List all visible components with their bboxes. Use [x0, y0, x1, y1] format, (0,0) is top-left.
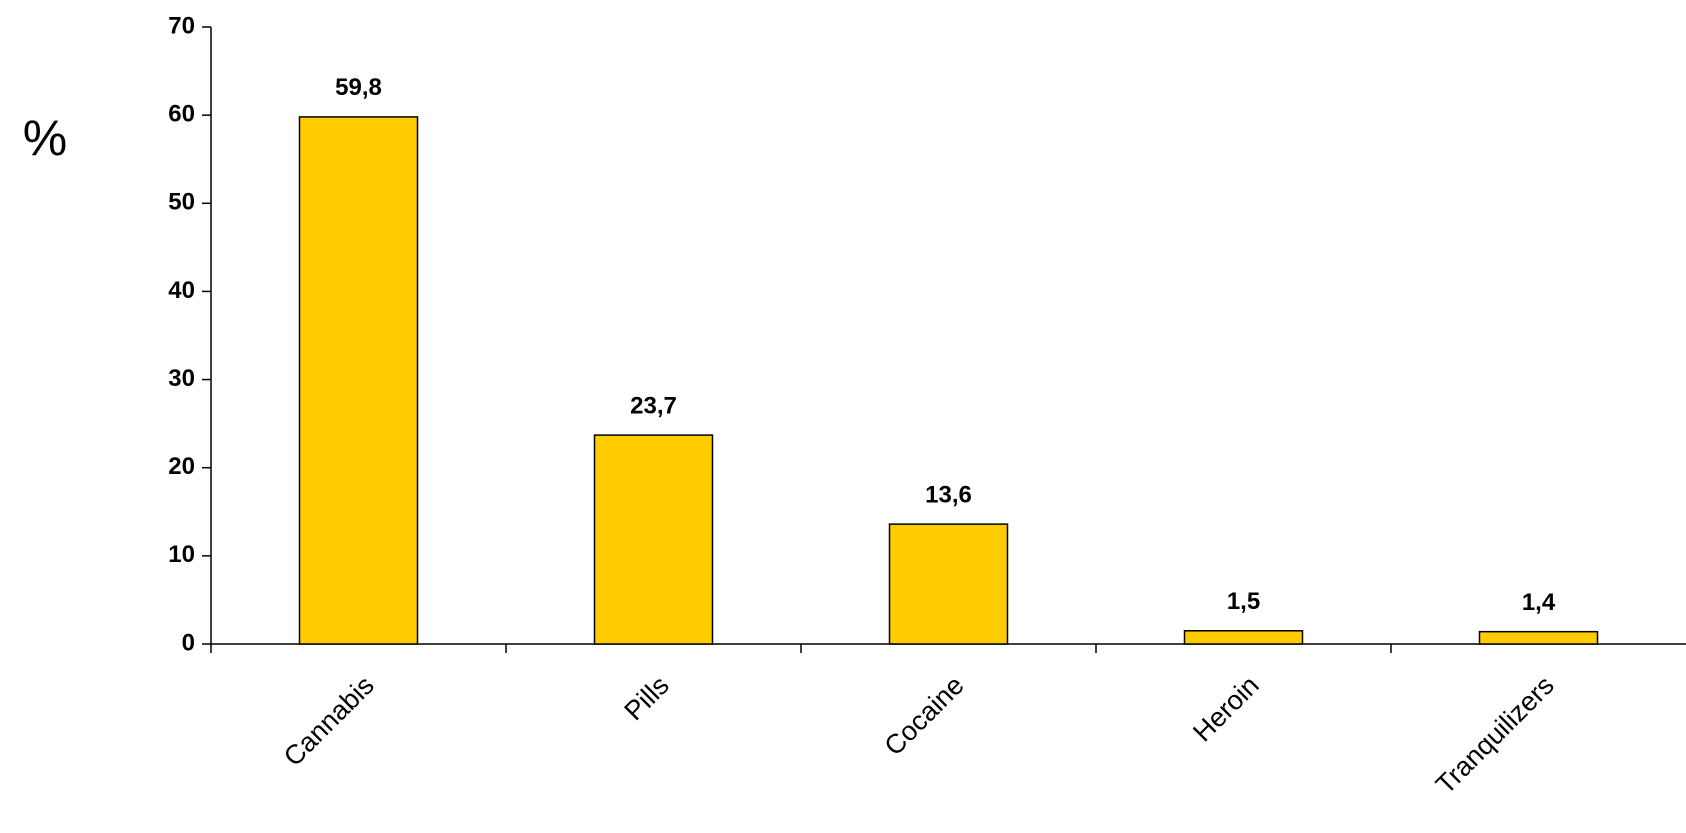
- value-label: 1,5: [1227, 588, 1260, 615]
- bar: [298, 116, 419, 645]
- y-tick-label: 50: [168, 189, 195, 216]
- y-tick-label: 10: [168, 541, 195, 568]
- y-tick-label: 20: [168, 453, 195, 480]
- y-tick-label: 30: [168, 365, 195, 392]
- y-tick-label: 70: [168, 12, 195, 39]
- value-label: 13,6: [925, 481, 972, 508]
- bar: [888, 523, 1009, 645]
- y-tick-label: 0: [182, 629, 195, 656]
- bar: [1478, 630, 1599, 645]
- y-tick-label: 40: [168, 277, 195, 304]
- x-tick-label: Cannabis: [278, 670, 380, 772]
- bar: [1183, 630, 1304, 645]
- bar: [593, 434, 714, 645]
- y-axis-label: %: [23, 110, 67, 166]
- x-tick-label: Tranquilizers: [1430, 670, 1560, 800]
- value-label: 1,4: [1522, 589, 1556, 616]
- x-tick-label: Heroin: [1187, 670, 1264, 747]
- value-label: 23,7: [630, 392, 677, 419]
- y-tick-label: 60: [168, 100, 195, 127]
- x-tick-label: Pills: [619, 670, 675, 726]
- x-tick-label: Cocaine: [879, 670, 970, 761]
- value-label: 59,8: [335, 74, 382, 101]
